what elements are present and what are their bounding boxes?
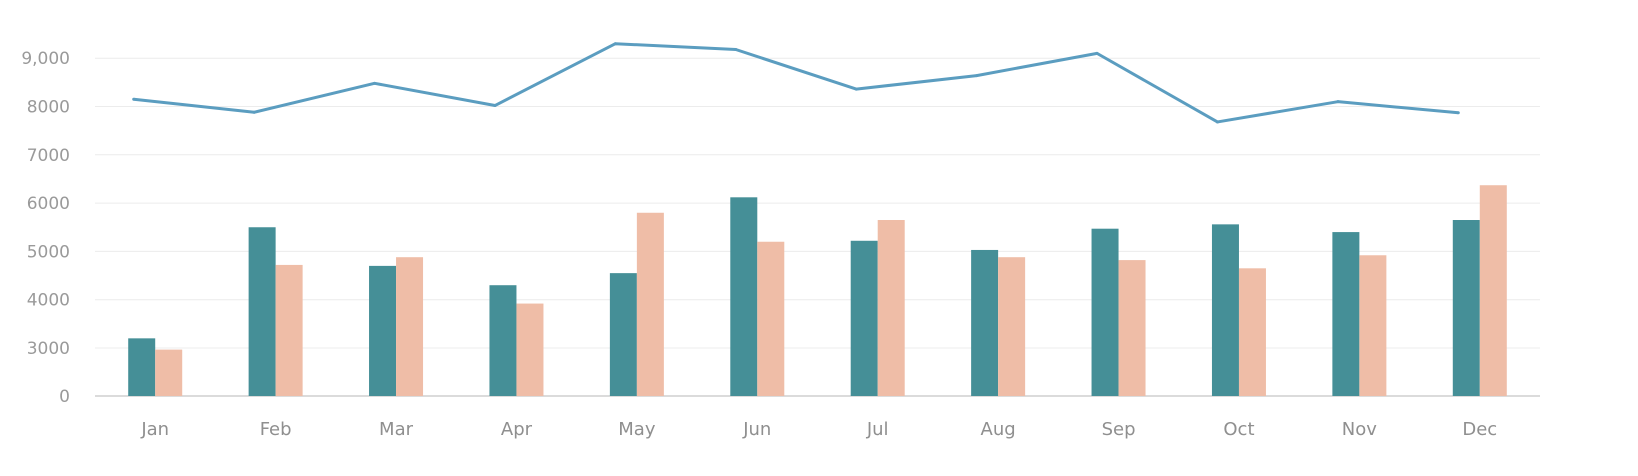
line-point-apr <box>493 104 497 108</box>
line-point-mar <box>373 81 377 85</box>
line-point-oct <box>1215 120 1219 124</box>
x-tick-label-feb: Feb <box>260 419 292 440</box>
x-tick-label-apr: Apr <box>501 419 533 440</box>
bar-series-1-jan <box>128 338 156 396</box>
x-tick-label-may: May <box>618 419 656 440</box>
bar-series-2-may <box>636 212 664 396</box>
line-series <box>133 42 1459 124</box>
x-tick-label-dec: Dec <box>1462 419 1497 440</box>
line-point-jan <box>132 97 136 101</box>
line-point-sep <box>1095 51 1099 55</box>
x-tick-label-nov: Nov <box>1342 419 1377 440</box>
bar-series-2-nov <box>1359 255 1387 396</box>
line-point-feb <box>252 110 256 114</box>
bar-series-2-jul <box>877 220 905 396</box>
bar-series-1-feb <box>248 227 276 396</box>
x-tick-label-jul: Jul <box>866 419 889 440</box>
x-tick-label-jan: Jan <box>140 419 169 440</box>
line-point-nov <box>1336 100 1340 104</box>
y-tick-label: 3000 <box>27 339 70 359</box>
bar-series-2-jun <box>757 241 785 396</box>
x-tick-label-jun: Jun <box>742 419 771 440</box>
bar-series-1-dec <box>1452 220 1480 396</box>
x-tick-label-aug: Aug <box>981 419 1016 440</box>
line-point-dec <box>1456 111 1460 115</box>
line-point-jun <box>734 48 738 52</box>
bar-series-2-jan <box>155 349 183 396</box>
bar-series-2-mar <box>396 257 424 396</box>
bar-series-1-jul <box>850 240 878 396</box>
line-point-may <box>613 42 617 46</box>
y-tick-label: 7000 <box>27 146 70 166</box>
bar-series-1-mar <box>369 265 397 396</box>
y-tick-label: 6000 <box>27 194 70 214</box>
x-tick-label-oct: Oct <box>1223 419 1254 440</box>
x-tick-label-sep: Sep <box>1102 419 1136 440</box>
bar-series-2-dec <box>1479 185 1507 396</box>
bar-series-1-jun <box>730 197 758 396</box>
bar-series-1-sep <box>1091 228 1119 396</box>
line-point-aug <box>975 74 979 78</box>
y-tick-label: 0 <box>59 387 70 407</box>
bar-series-2-oct <box>1238 268 1266 396</box>
bar-series-2-apr <box>516 303 544 396</box>
bar-series-2-feb <box>275 264 303 396</box>
bar-series-1-oct <box>1211 224 1239 396</box>
line-point-jul <box>854 87 858 91</box>
bar-series-1-aug <box>971 249 999 396</box>
bar-series-2-aug <box>998 257 1026 396</box>
x-tick-label-mar: Mar <box>379 419 414 440</box>
bar-series-2-sep <box>1118 260 1146 396</box>
bar-series-1-may <box>609 273 637 396</box>
y-tick-label: 4000 <box>27 291 70 311</box>
y-tick-label: 8000 <box>27 98 70 118</box>
y-tick-label: 9,000 <box>21 49 70 69</box>
bar-series-1-apr <box>489 285 517 396</box>
y-tick-label: 5000 <box>27 242 70 262</box>
bar-series-1-nov <box>1332 232 1360 396</box>
